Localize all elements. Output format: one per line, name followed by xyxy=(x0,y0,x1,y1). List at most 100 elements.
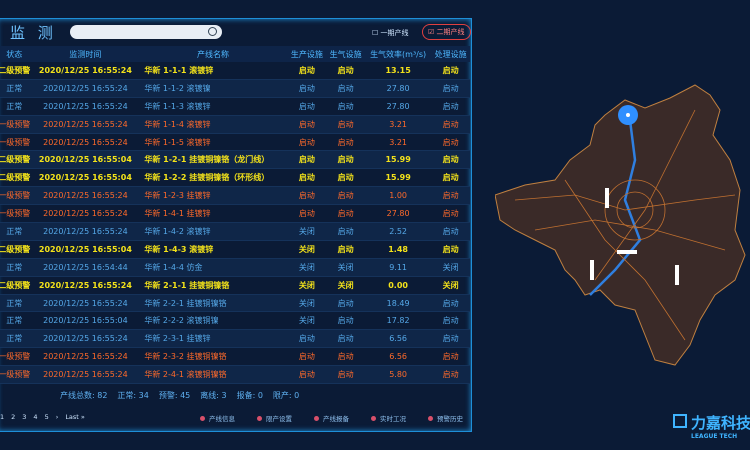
table-cell: 启动 xyxy=(326,311,366,331)
table-row[interactable]: 一级预警 2020/12/25 16:55:24 华新 1-1-4 滚镀锌 启动 启动 3… xyxy=(0,115,470,134)
table-cell: 2020/12/25 16:55:24 xyxy=(32,365,139,385)
tab[interactable]: 产线报备 xyxy=(314,415,349,423)
table-row[interactable]: 一级预警 2020/12/25 16:55:24 华新 2-4-1 滚镀铜镍铬 启动启… xyxy=(0,365,470,385)
search-box[interactable] xyxy=(70,25,222,39)
filter-checkbox[interactable]: ☑ 二期产线 xyxy=(422,24,471,40)
table-cell: 启动 xyxy=(431,365,470,385)
table-row[interactable]: 二级预警 2020/12/25 16:55:24 华新 1-1-1 滚镀锌 启动 启动 1… xyxy=(0,62,470,80)
page-link[interactable]: 1 xyxy=(0,413,5,421)
table-cell: 启动 xyxy=(431,329,470,349)
table-cell: 启动 xyxy=(326,329,366,349)
table-cell: 启动 xyxy=(287,347,327,367)
page-link[interactable]: › xyxy=(55,413,59,421)
table-cell: 启动 xyxy=(287,115,327,134)
filter-label: 二期产线 xyxy=(436,28,465,36)
table-row[interactable]: 一级预警 2020/12/25 16:55:24 华新 1-4-1 挂镀锌 启动 启动 2… xyxy=(0,204,470,224)
table-cell: 启动 xyxy=(431,79,470,98)
table-cell: 华新 2-1-1 挂镀铜镍铬 xyxy=(138,276,288,295)
table-row[interactable]: 正常 2020/12/25 16:55:24 华新 1-1-2 滚镀镍 启动 启动 27.… xyxy=(0,79,470,98)
table-cell: 17.82 xyxy=(365,311,432,331)
table-cell: 启动 xyxy=(326,204,366,224)
table-cell: 关闭 xyxy=(287,222,327,241)
table-row[interactable]: 正常 2020/12/25 16:55:04 华新 2-2-2 滚镀铜镍 关闭 启动 17… xyxy=(0,311,470,331)
column-header: 生产设施 xyxy=(287,46,327,62)
table-row[interactable]: 一级预警 2020/12/25 16:55:24 华新 1-2-3 挂镀锌 启动 启动 1… xyxy=(0,186,470,206)
table-cell: 华新 1-1-5 滚镀锌 xyxy=(138,133,288,152)
table-row[interactable]: 正常 2020/12/25 16:55:24 华新 2-3-1 挂镀锌 启动 启动 6.5… xyxy=(0,329,470,349)
table-cell: 启动 xyxy=(431,133,470,152)
table-cell: 二级预警 xyxy=(0,150,33,170)
tab[interactable]: 产线信息 xyxy=(200,415,235,423)
table-cell: 正常 xyxy=(0,294,33,313)
page-link[interactable]: 2 xyxy=(11,413,16,421)
column-header: 产线名称 xyxy=(138,46,288,62)
table-cell: 启动 xyxy=(326,186,366,206)
table-cell: 启动 xyxy=(326,97,366,116)
table-cell: 一级预警 xyxy=(0,347,33,367)
region xyxy=(495,84,746,366)
table-cell: 1.00 xyxy=(365,186,432,206)
table-cell: 关闭 xyxy=(287,276,327,295)
table-cell: 华新 1-1-4 滚镀锌 xyxy=(138,115,288,134)
page-link[interactable]: Last » xyxy=(65,413,85,421)
table-row[interactable]: 正常 2020/12/25 16:54:44 华新 1-4-4 仿金 关闭 关闭 9.11… xyxy=(0,258,470,277)
table-cell: 27.80 xyxy=(365,204,432,224)
table-cell: 启动 xyxy=(431,186,470,206)
table-cell: 华新 2-3-2 挂镀铜镍铬 xyxy=(138,347,288,367)
column-header: 状态 xyxy=(0,46,33,62)
table-cell: 正常 xyxy=(0,79,33,98)
panel xyxy=(0,18,472,432)
tab[interactable]: 实时工况 xyxy=(371,415,406,423)
table-cell: 启动 xyxy=(287,168,327,188)
table-cell: 3.21 xyxy=(365,133,432,152)
table-cell: 2020/12/25 16:55:24 xyxy=(32,347,139,367)
table-cell: 华新 2-2-2 滚镀铜镍 xyxy=(138,311,288,331)
table-cell: 5.80 xyxy=(365,365,432,385)
table-cell: 启动 xyxy=(326,294,366,313)
table-cell: 启动 xyxy=(287,133,327,152)
table-row[interactable]: 二级预警 2020/12/25 16:55:04 华新 1-2-1 挂镀铜镍铬（龙门… xyxy=(0,150,470,170)
table-cell: 关闭 xyxy=(431,258,470,277)
table-row[interactable]: 二级预警 2020/12/25 16:55:24 华新 2-1-1 挂镀铜镍铬 关闭关… xyxy=(0,276,470,295)
table-row[interactable]: 二级预警 2020/12/25 16:55:04 华新 1-4-3 滚镀锌 关闭 启动 1… xyxy=(0,240,470,259)
filter-label: 一期产线 xyxy=(380,29,409,37)
table-cell: 启动 xyxy=(431,204,470,224)
tab[interactable]: 限产设置 xyxy=(257,415,292,423)
table-cell: 2020/12/25 16:55:24 xyxy=(32,186,139,206)
table-row[interactable]: 正常 2020/12/25 16:55:24 华新 2-2-1 挂镀铜镍铬 关闭 启动 1… xyxy=(0,294,470,313)
column-header: 生气效率(m³/s) xyxy=(365,46,432,62)
logo: 力嘉科技 LEAGUE TECH xyxy=(673,412,750,440)
column-header: 处理设施 xyxy=(431,46,470,62)
table-row[interactable]: 一级预警 2020/12/25 16:55:24 华新 2-3-2 挂镀铜镍铬 启动启… xyxy=(0,347,470,367)
table-cell: 二级预警 xyxy=(0,62,33,80)
table-cell: 启动 xyxy=(326,62,366,80)
table-cell: 启动 xyxy=(431,347,470,367)
table-row[interactable]: 正常 2020/12/25 16:55:24 华新 1-1-3 滚镀锌 启动 启动 27.… xyxy=(0,97,470,116)
table-cell: 启动 xyxy=(431,150,470,170)
table-cell: 启动 xyxy=(287,204,327,224)
table-cell: 启动 xyxy=(431,62,470,80)
table-cell: 华新 1-2-1 挂镀铜镍铬（龙门线） xyxy=(138,150,288,170)
page-link[interactable]: 4 xyxy=(33,413,38,421)
summary-item: 离线: 3 xyxy=(200,391,227,400)
table-row[interactable]: 正常 2020/12/25 16:55:24 华新 1-4-2 滚镀锌 关闭 启动 2.5… xyxy=(0,222,470,241)
table-cell: 6.56 xyxy=(365,347,432,367)
table-cell: 启动 xyxy=(326,150,366,170)
page-link[interactable]: 3 xyxy=(22,413,27,421)
table-cell: 华新 1-1-1 滚镀锌 xyxy=(138,62,288,80)
table-cell: 二级预警 xyxy=(0,276,33,295)
table-cell: 一级预警 xyxy=(0,186,33,206)
filter-checkbox[interactable]: ☐ 一期产线 xyxy=(372,29,409,37)
page-link[interactable]: 5 xyxy=(44,413,49,421)
table-cell: 华新 1-1-2 滚镀镍 xyxy=(138,79,288,98)
table-row[interactable]: 一级预警 2020/12/25 16:55:24 华新 1-1-5 滚镀锌 启动 启动 3… xyxy=(0,133,470,152)
table-cell: 6.56 xyxy=(365,329,432,349)
table-row[interactable]: 二级预警 2020/12/25 16:55:04 华新 1-2-2 挂镀铜镍铬（环形… xyxy=(0,168,470,188)
table-cell: 2020/12/25 16:55:24 xyxy=(32,204,139,224)
table-cell: 关闭 xyxy=(287,294,327,313)
table-cell: 2020/12/25 16:55:24 xyxy=(32,97,139,116)
table-cell: 华新 1-2-3 挂镀锌 xyxy=(138,186,288,206)
table-cell: 2020/12/25 16:55:24 xyxy=(32,133,139,152)
table-cell: 正常 xyxy=(0,311,33,331)
tab[interactable]: 预警历史 xyxy=(428,415,463,423)
